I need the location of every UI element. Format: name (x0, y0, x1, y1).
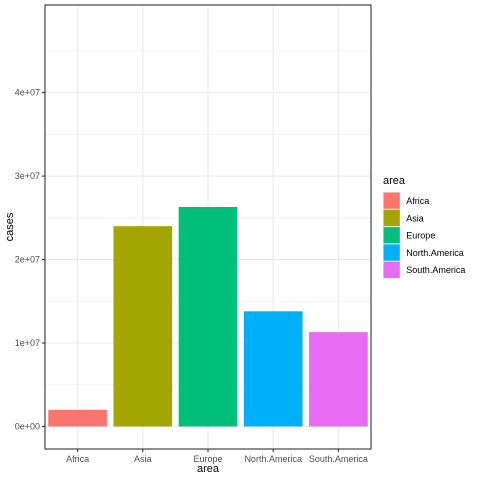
legend-swatch (383, 227, 400, 244)
legend-swatch (383, 261, 400, 278)
y-tick-label: 3e+07 (15, 171, 40, 181)
x-axis-title: area (197, 463, 220, 475)
bar-asia (113, 226, 173, 427)
bar-africa (48, 409, 107, 427)
y-tick-label: 2e+07 (15, 255, 40, 265)
y-tick-label: 1e+07 (15, 338, 40, 348)
bar-north-america (243, 311, 303, 427)
legend: area Africa Asia Europe North.America South.… (383, 175, 465, 279)
bar-south-america (309, 332, 368, 427)
y-tick-label: 4e+07 (15, 88, 40, 98)
legend-label: Africa (406, 196, 429, 206)
legend-swatch (383, 209, 400, 227)
x-tick-label: Africa (66, 454, 89, 464)
bar-europe (178, 206, 238, 427)
x-tick-label: North.America (244, 454, 302, 464)
legend-swatch (383, 244, 400, 261)
legend-label: Asia (406, 213, 424, 223)
y-axis-title: cases (4, 212, 16, 241)
legend-label: North.America (406, 248, 464, 258)
legend-label: Europe (406, 231, 435, 241)
y-tick-label: 0e+00 (15, 421, 40, 431)
legend-swatch (383, 192, 400, 209)
legend-title: area (383, 175, 406, 187)
x-tick-label: South.America (309, 454, 368, 464)
x-tick-label: Europe (193, 454, 222, 464)
bars (48, 206, 368, 427)
axes: 0e+00 1e+07 2e+07 3e+07 4e+07 Africa Asia Europ… (15, 88, 368, 464)
grid-lines (45, 5, 371, 449)
x-tick-label: Asia (134, 454, 152, 464)
legend-label: South.America (406, 265, 465, 275)
